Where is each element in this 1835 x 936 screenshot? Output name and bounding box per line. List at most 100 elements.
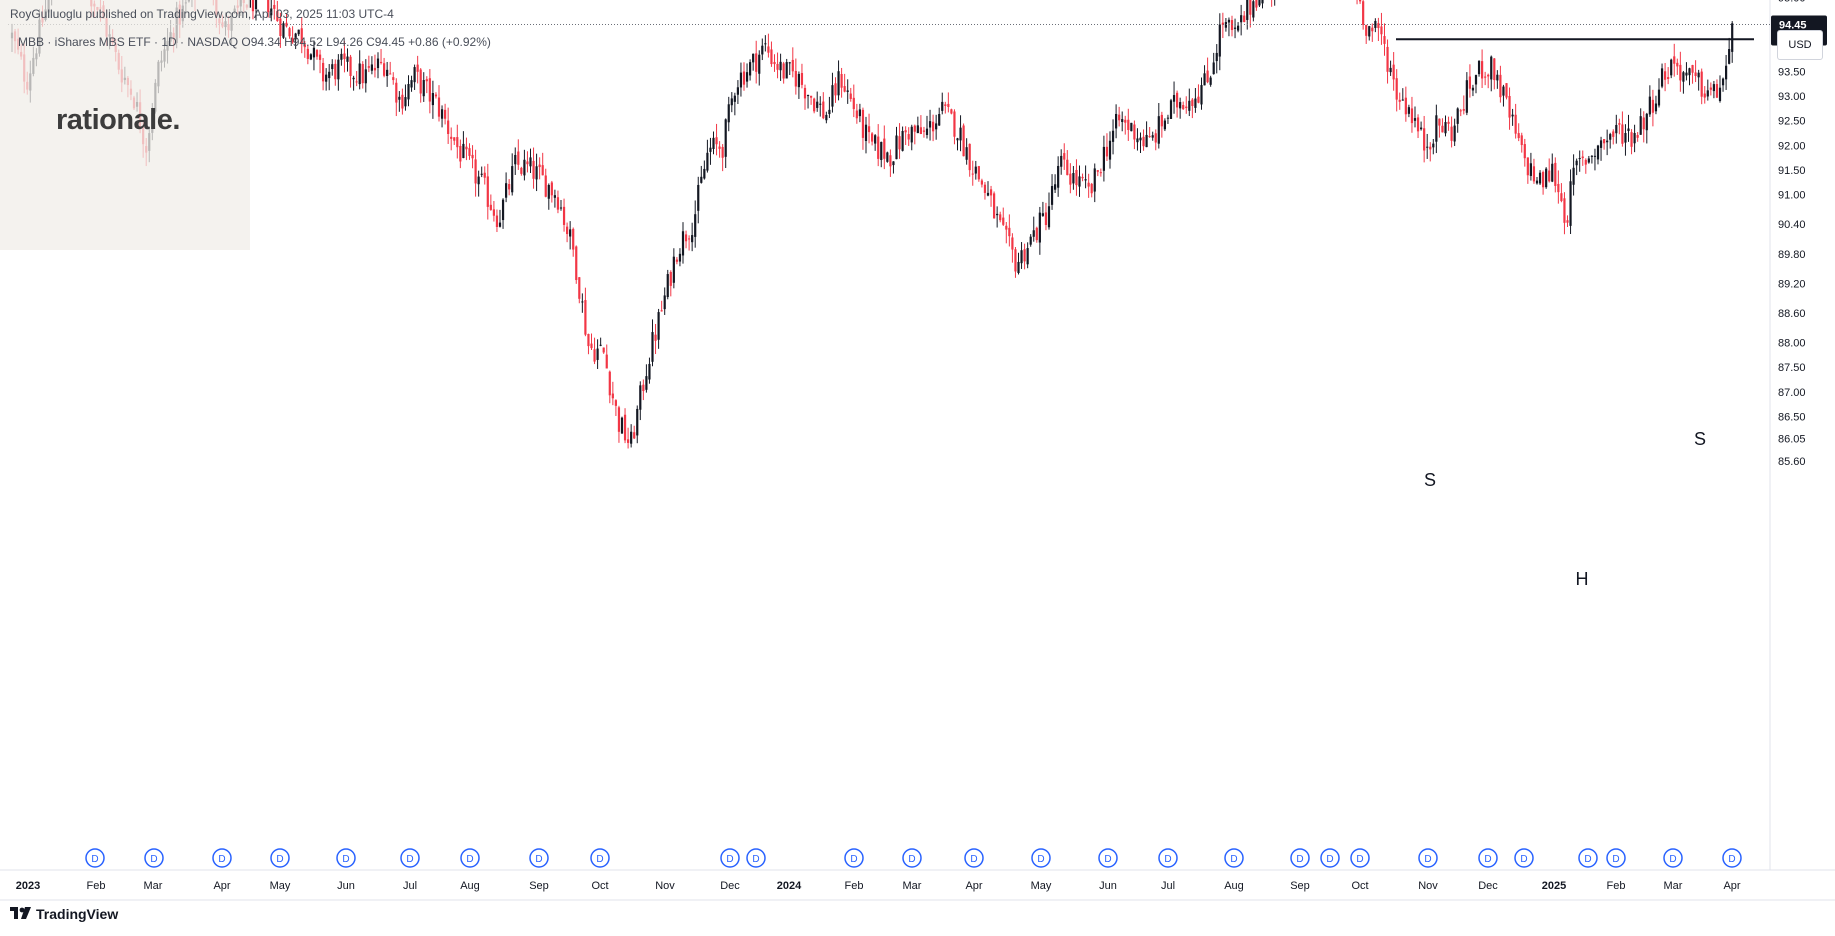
candle-body: [1258, 0, 1261, 6]
candle-body: [398, 96, 401, 100]
candle-body: [1023, 249, 1026, 262]
candle-body: [651, 332, 654, 362]
candle-body: [294, 33, 297, 40]
candle-body: [672, 256, 675, 283]
candle-body: [462, 143, 465, 159]
candle-body: [1139, 137, 1142, 141]
dividend-marker-label: D: [1484, 854, 1491, 865]
time-tick-label: Aug: [1224, 880, 1244, 892]
dividend-marker[interactable]: [1290, 848, 1310, 868]
candle-body: [1185, 106, 1188, 109]
dividend-markers-layer[interactable]: D D D D D D D D D D D D D D D D D D D D D D D D D DDD: [85, 848, 1742, 868]
candle-body: [1374, 20, 1377, 28]
candle-body: [1072, 172, 1075, 184]
dividend-marker[interactable]: [1606, 848, 1626, 868]
dividend-marker[interactable]: [844, 848, 864, 868]
candle-body: [620, 417, 624, 434]
dividend-marker[interactable]: [1663, 848, 1683, 868]
currency-selector[interactable]: USD: [1777, 30, 1823, 60]
candle-body: [407, 83, 410, 100]
dividend-marker[interactable]: [144, 848, 164, 868]
price-tick-label: 93.00: [1778, 91, 1806, 103]
candle-body: [776, 63, 779, 70]
dividend-marker[interactable]: [1514, 848, 1534, 868]
candle-body: [1554, 162, 1557, 186]
time-axis[interactable]: 2023 Feb Mar Apr May Jun Jul Aug Sep Oct Nov Dec 202…: [16, 880, 1741, 892]
candle-body: [886, 152, 889, 162]
candle-body: [925, 128, 929, 135]
candle-body: [1545, 168, 1548, 188]
candle-body: [1054, 184, 1057, 190]
candle-body: [1426, 146, 1429, 148]
dividend-marker[interactable]: [1098, 848, 1118, 868]
candle-body: [706, 152, 709, 171]
head-label[interactable]: H: [1576, 569, 1589, 589]
candle-body: [1447, 121, 1450, 124]
candle-body: [1654, 103, 1658, 112]
right-shoulder-label[interactable]: S: [1694, 429, 1706, 449]
candle-body: [819, 103, 822, 105]
candle-body: [999, 214, 1002, 221]
dividend-marker[interactable]: [1031, 848, 1051, 868]
dividend-marker[interactable]: [400, 848, 420, 868]
candle-body: [1179, 102, 1182, 109]
dividend-marker[interactable]: [529, 848, 549, 868]
dividend-marker[interactable]: [1478, 848, 1498, 868]
dividend-marker[interactable]: [1418, 848, 1438, 868]
candle-body: [636, 408, 639, 436]
candle-body: [614, 400, 617, 406]
candle-body: [831, 85, 834, 107]
dividend-marker[interactable]: [1578, 848, 1598, 868]
dividend-marker[interactable]: [1320, 848, 1340, 868]
dividend-marker[interactable]: [270, 848, 290, 868]
dividend-marker[interactable]: [85, 848, 105, 868]
dividend-marker[interactable]: [1224, 848, 1244, 868]
candle-body: [285, 22, 288, 27]
tradingview-brand[interactable]: TradingView: [36, 906, 119, 922]
candle-body: [642, 384, 645, 392]
candle-body: [1096, 170, 1099, 172]
candle-body: [1538, 172, 1542, 184]
candle-body: [922, 130, 926, 132]
dividend-marker[interactable]: [1722, 848, 1742, 868]
candle-body: [697, 184, 700, 211]
candle-body: [788, 62, 791, 64]
candle-body: [1581, 156, 1584, 159]
candle-body: [727, 104, 730, 123]
dividend-marker[interactable]: [902, 848, 922, 868]
candle-body: [1548, 170, 1551, 182]
dividend-marker[interactable]: [336, 848, 356, 868]
dividend-marker[interactable]: [212, 848, 232, 868]
candle-body: [1627, 128, 1630, 132]
dividend-marker-label: D: [1037, 854, 1044, 865]
candle-body: [947, 103, 950, 107]
candle-body: [270, 8, 273, 16]
candle-body: [770, 49, 773, 65]
candle-body: [1575, 160, 1578, 166]
candle-body: [1456, 108, 1459, 124]
dividend-marker[interactable]: [1350, 848, 1370, 868]
candle-body: [794, 70, 797, 87]
candle-body: [1682, 72, 1685, 82]
left-shoulder-label[interactable]: S: [1424, 470, 1436, 490]
candle-body: [1468, 76, 1471, 89]
dividend-marker[interactable]: [720, 848, 740, 868]
symbol-info-legend[interactable]: MBB · iShares MBS ETF · 1D · NASDAQ O94.…: [18, 35, 491, 49]
dividend-marker[interactable]: [460, 848, 480, 868]
dividend-marker[interactable]: [746, 848, 766, 868]
dividend-marker[interactable]: [964, 848, 984, 868]
candle-body: [1197, 96, 1200, 103]
candle-body: [797, 73, 800, 88]
candle-body: [431, 93, 434, 106]
candle-body: [1224, 22, 1227, 28]
candle-body: [761, 45, 764, 55]
dividend-marker[interactable]: [590, 848, 610, 868]
dividend-marker[interactable]: [1158, 848, 1178, 868]
dividend-marker-label: D: [535, 854, 542, 865]
time-tick-label: Feb: [87, 880, 106, 892]
candle-body: [501, 199, 505, 221]
candle-body: [340, 53, 343, 60]
candle-body: [858, 109, 861, 117]
